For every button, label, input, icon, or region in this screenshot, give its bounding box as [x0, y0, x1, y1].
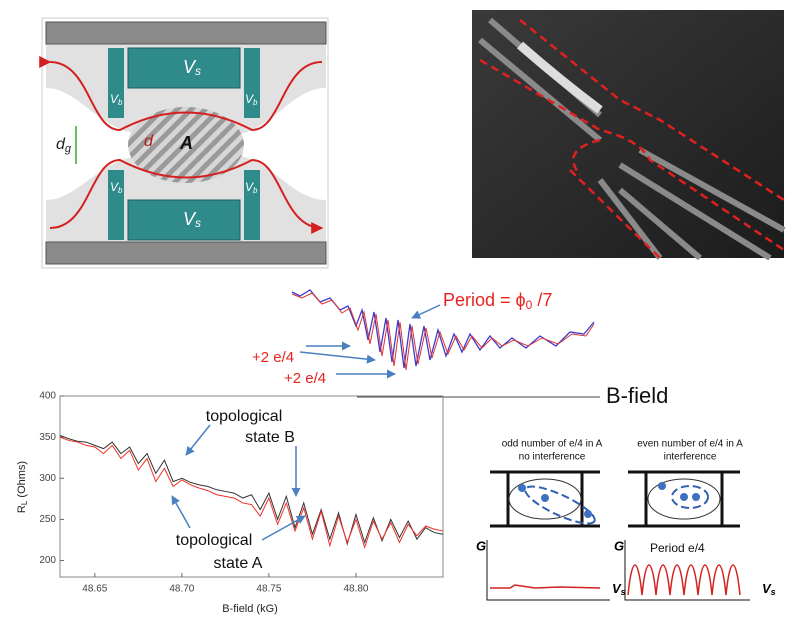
label: V	[110, 92, 119, 106]
y-axis-label: R	[16, 505, 28, 513]
annotation: Period e/4	[650, 541, 705, 555]
label: b	[253, 186, 258, 195]
label: Vb	[245, 180, 258, 195]
annotation: state B	[245, 429, 295, 446]
y-tick-label: 350	[39, 432, 56, 443]
annotation: /7	[532, 290, 552, 310]
label: s	[195, 64, 201, 78]
gate	[127, 199, 241, 241]
x-tick-label: 48.70	[169, 584, 194, 595]
resistance-chart: B-field (kG) RL (Ohms) 200 250 300 350 400 48…	[16, 391, 444, 615]
quasiparticles	[518, 482, 700, 518]
label: V	[245, 180, 254, 194]
annotation: 0	[526, 298, 533, 312]
annotation: +2 e/4	[252, 349, 294, 366]
arrow	[299, 351, 376, 364]
panel-title: even number of e/4 in A	[637, 439, 743, 450]
x-tick-label: 48.65	[82, 584, 107, 595]
arrow	[171, 495, 191, 529]
label: V	[183, 57, 197, 77]
island	[128, 107, 244, 183]
y-axis-label: (Ohms)	[16, 461, 28, 501]
schematic	[490, 470, 740, 528]
axis-label: G	[476, 538, 486, 553]
y-tick-label: 300	[39, 473, 56, 484]
label: d	[144, 133, 154, 150]
axis-label: V	[762, 581, 772, 596]
device-diagram: Vs Vs Vb Vb Vb Vb dg d A	[39, 17, 329, 269]
label: V	[110, 180, 119, 194]
gate	[244, 48, 260, 118]
panel-subtitle: no interference	[519, 452, 586, 463]
interference-panel: odd number of e/4 in A no interference e…	[476, 439, 776, 601]
label: s	[195, 216, 201, 230]
arrow	[185, 424, 211, 456]
g-axes	[486, 540, 750, 601]
axis-label: s	[771, 587, 776, 597]
x-tick-label: 48.80	[343, 584, 368, 595]
annotation: Period = ϕ	[443, 290, 526, 310]
top-bar	[45, 21, 327, 45]
x-tick-label: 48.75	[256, 584, 281, 595]
annotation: topological	[206, 408, 283, 425]
edge-path	[479, 19, 785, 259]
label: d	[56, 136, 66, 153]
axis-label: Vs	[762, 581, 776, 597]
nanowire	[517, 41, 603, 114]
label: b	[118, 186, 123, 195]
g-trace	[490, 584, 601, 589]
annotation: +2 e/4	[284, 370, 326, 387]
g-trace	[627, 564, 741, 596]
sem-image	[472, 10, 786, 261]
label: V	[245, 92, 254, 106]
gate	[108, 48, 124, 118]
axis-label: B-field	[606, 383, 668, 408]
oscillation-panel: Period = ϕ0 /7 +2 e/4 +2 e/4 B-field	[252, 289, 668, 408]
label: b	[118, 98, 123, 107]
panel-subtitle: interference	[664, 452, 717, 463]
bottom-bar	[45, 241, 327, 265]
label: g	[65, 143, 72, 155]
label: b	[253, 98, 258, 107]
gate	[108, 170, 124, 240]
panel-title: odd number of e/4 in A	[502, 439, 603, 450]
gate	[127, 47, 241, 89]
axis-label: s	[621, 587, 626, 597]
loop	[524, 485, 596, 525]
series-line	[59, 435, 444, 546]
edge-path	[39, 55, 323, 132]
label: V	[183, 209, 197, 229]
axis-label: V	[612, 581, 622, 596]
label: dg	[56, 136, 72, 155]
y-axis-label: RL (Ohms)	[16, 461, 29, 513]
axis-label: Vs	[612, 581, 626, 597]
arrow	[261, 515, 306, 541]
chart-annotations: topological state B topological state A	[171, 408, 306, 572]
y-axis-label: L	[20, 500, 29, 505]
annotation: Period = ϕ0 /7	[443, 290, 552, 312]
label: Vb	[110, 92, 123, 107]
label: Vs	[183, 209, 201, 230]
y-tick-label: 200	[39, 555, 56, 566]
loop	[671, 485, 709, 509]
y-tick-label: 400	[39, 391, 56, 402]
series-line	[59, 436, 444, 550]
x-axis-label: B-field (kG)	[222, 603, 278, 615]
axis-label: G	[614, 538, 624, 553]
label: Vb	[110, 180, 123, 195]
annotation: state A	[214, 555, 263, 572]
gate	[244, 170, 260, 240]
plot-frame	[59, 395, 444, 578]
label: A	[179, 133, 193, 153]
trace	[291, 292, 595, 371]
label: Vb	[245, 92, 258, 107]
y-tick-label: 250	[39, 514, 56, 525]
arrow	[411, 304, 441, 319]
edge-path	[49, 158, 324, 234]
annotation: topological	[176, 532, 253, 549]
label: Vs	[183, 57, 201, 78]
